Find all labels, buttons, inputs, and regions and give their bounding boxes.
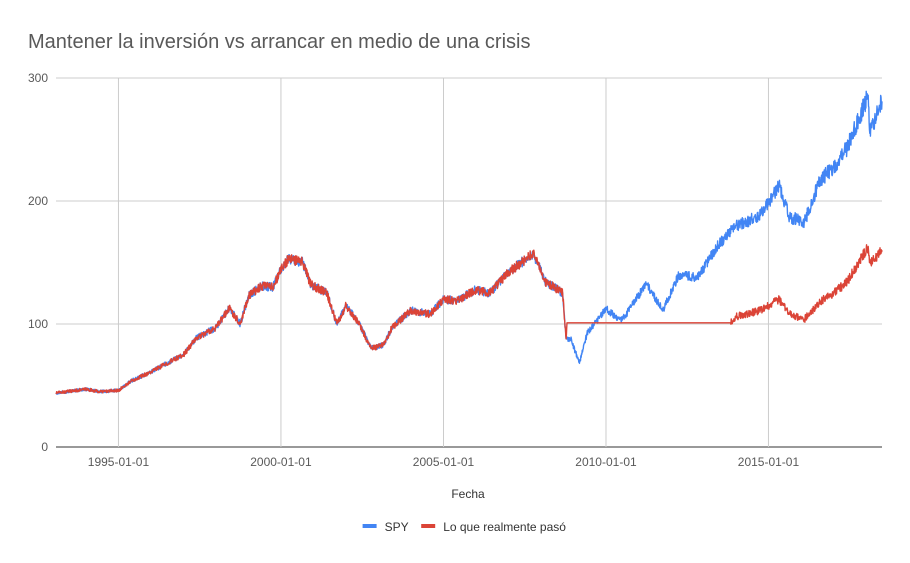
x-axis-title: Fecha bbox=[451, 487, 485, 501]
x-tick-label: 2010-01-01 bbox=[575, 455, 637, 469]
legend-label: SPY bbox=[385, 520, 409, 534]
series-lines bbox=[55, 90, 883, 395]
legend-swatch bbox=[421, 524, 436, 528]
series-line-spy bbox=[55, 90, 883, 395]
x-tick-label: 2000-01-01 bbox=[250, 455, 312, 469]
y-tick-label: 100 bbox=[28, 317, 48, 331]
gridlines bbox=[56, 77, 882, 448]
x-tick-label: 2005-01-01 bbox=[413, 455, 475, 469]
legend-swatch bbox=[362, 524, 377, 528]
legend: SPY Lo que realmente pasó bbox=[362, 520, 566, 534]
x-tick-label: 2015-01-01 bbox=[738, 455, 800, 469]
chart-title: Mantener la inversión vs arrancar en med… bbox=[28, 31, 530, 53]
x-tick-label: 1995-01-01 bbox=[88, 455, 150, 469]
y-tick-label: 0 bbox=[41, 440, 48, 454]
y-tick-label: 300 bbox=[28, 71, 48, 85]
legend-label: Lo que realmente pasó bbox=[443, 520, 566, 534]
series-line-lo-que-realmente-paso bbox=[55, 244, 883, 395]
y-tick-label: 200 bbox=[28, 194, 48, 208]
axes: 0 100 200 300 1995-01-01 2000-01-01 2005-01-01… bbox=[28, 71, 800, 469]
